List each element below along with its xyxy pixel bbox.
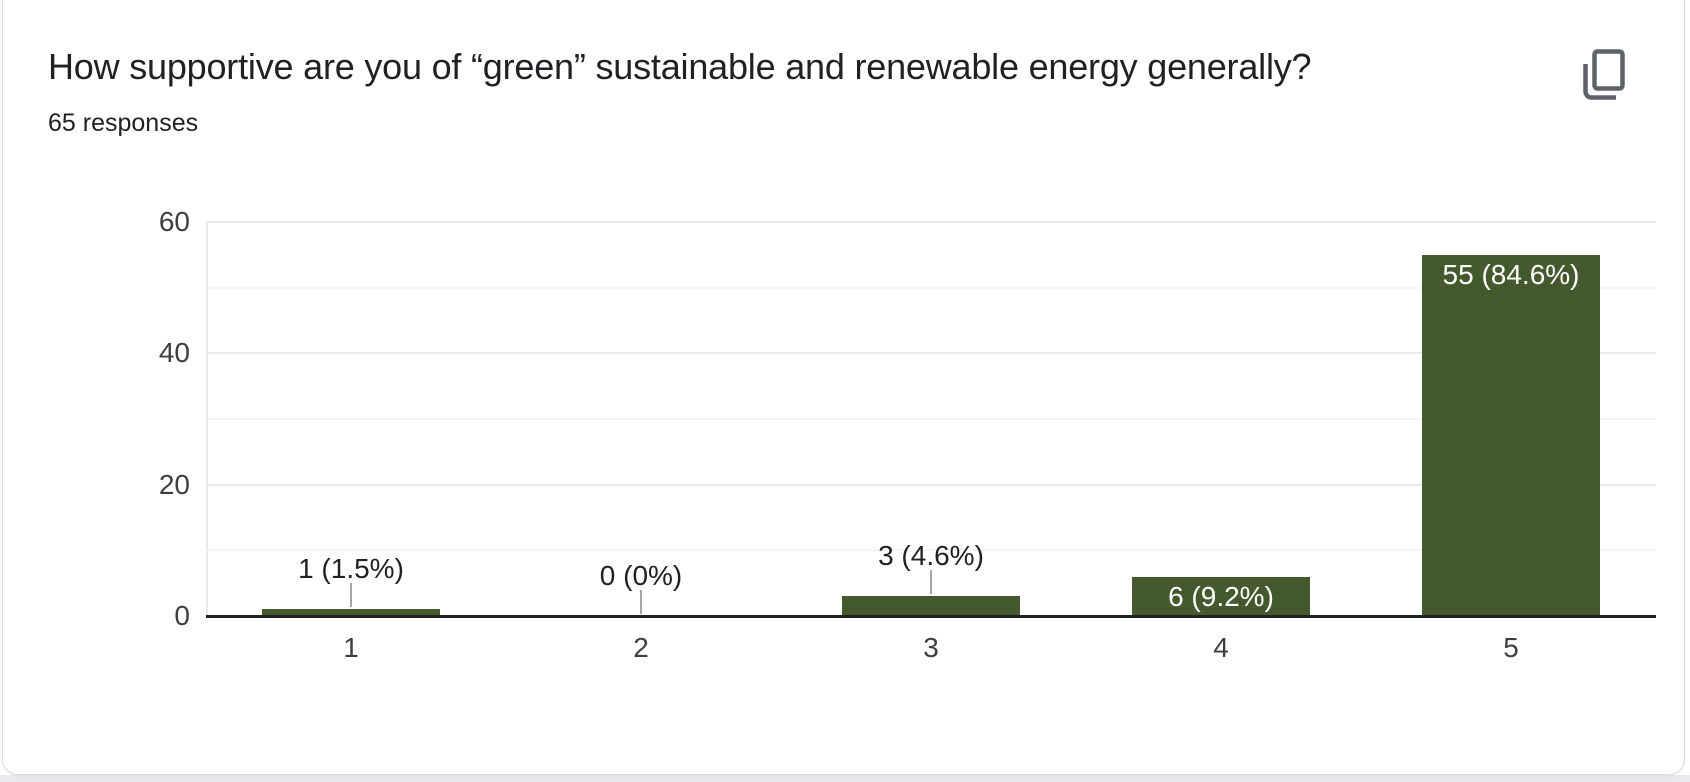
bar-value-label: 55 (84.6%): [1442, 259, 1580, 290]
bar-3: [842, 596, 1020, 616]
responses-count: 65 responses: [48, 109, 199, 137]
gridline-major: [206, 483, 1656, 486]
label-callout-line: [350, 583, 352, 607]
x-axis-tick-label: 1: [343, 632, 359, 663]
gridline-minor: [206, 286, 1656, 289]
label-callout-line: [930, 570, 932, 594]
copy-icon: [1583, 48, 1625, 100]
gridline-minor: [206, 418, 1656, 420]
bar-value-label: 1 (1.5%): [298, 553, 404, 584]
bar-5: [1422, 255, 1600, 616]
gridline-minor: [206, 549, 1656, 552]
x-axis-baseline: [206, 615, 1656, 618]
bar-value-label: 6 (9.2%): [1168, 581, 1274, 612]
question-title: How supportive are you of “green” sustai…: [48, 46, 1312, 87]
x-axis-tick-label: 3: [923, 632, 939, 663]
y-axis-tick-label: 40: [158, 337, 190, 369]
label-callout-line: [640, 590, 642, 614]
bar-1: [262, 609, 440, 616]
y-axis-tick-label: 20: [158, 468, 190, 500]
x-axis-tick-label: 2: [633, 632, 649, 663]
y-axis-tick-label: 60: [158, 206, 190, 237]
bar-4: [1132, 577, 1310, 616]
bar-value-label: 0 (0%): [599, 560, 683, 591]
x-axis-tick-label: 5: [1503, 632, 1519, 663]
y-axis-tick-label: 0: [174, 600, 190, 631]
x-axis-tick-label: 4: [1213, 632, 1229, 663]
page-background-strip: [0, 775, 1690, 782]
bar-value-label: 3 (4.6%): [878, 540, 984, 571]
gridline-major: [206, 221, 1656, 223]
copy-chart-button[interactable]: [1570, 40, 1638, 108]
gridline-major: [206, 352, 1656, 355]
